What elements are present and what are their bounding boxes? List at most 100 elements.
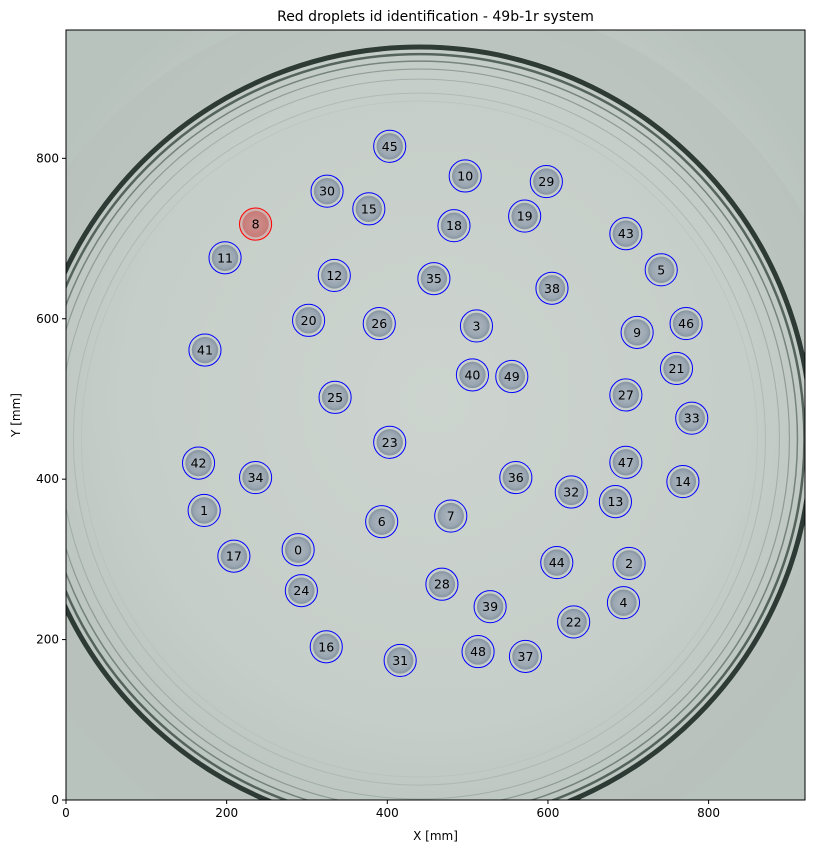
droplet-label: 23 [382, 435, 398, 450]
droplet-body [459, 361, 486, 389]
droplet-marker-circle [609, 445, 643, 479]
droplet-23: 23 [373, 425, 407, 459]
droplet-body [648, 256, 675, 283]
droplet-27: 27 [609, 378, 643, 412]
droplet-label: 34 [248, 470, 264, 485]
droplet-29: 29 [529, 165, 563, 199]
droplet-14: 14 [666, 465, 700, 499]
droplet-7: 7 [434, 499, 468, 533]
droplet-body [185, 449, 212, 477]
droplet-label: 27 [618, 387, 634, 402]
droplet-body [321, 384, 349, 411]
x-tick-label: 200 [215, 806, 238, 820]
droplet-label: 5 [657, 262, 665, 277]
droplet-label: 25 [327, 390, 343, 405]
droplet-marker-circle [292, 303, 326, 337]
droplet-body [672, 310, 700, 337]
droplet-48: 48 [461, 635, 495, 669]
x-axis-label: X [mm] [413, 829, 458, 843]
droplet-body [313, 178, 341, 205]
droplet-marker-circle [362, 306, 396, 341]
droplet-marker-circle [318, 380, 352, 414]
droplet-label: 33 [684, 411, 700, 426]
droplet-marker-circle [495, 359, 529, 394]
droplet-body [560, 608, 587, 636]
droplet-body [623, 319, 651, 346]
droplet-marker-circle [239, 207, 273, 241]
droplet-25: 25 [318, 380, 352, 414]
droplet-marker-circle [181, 446, 216, 480]
droplet-body [663, 355, 690, 382]
droplet-label: 17 [226, 549, 242, 564]
droplet-label: 1 [200, 503, 208, 518]
droplet-label: 45 [382, 139, 398, 154]
droplet-label: 7 [447, 509, 455, 524]
droplet-39: 39 [473, 590, 507, 624]
droplet-body [463, 312, 490, 340]
droplet-body [284, 536, 312, 563]
droplet-marker-circle [417, 262, 451, 296]
y-tick-label: 800 [36, 151, 59, 165]
droplet-marker-circle [239, 460, 273, 495]
droplet-label: 3 [472, 318, 480, 333]
droplet-marker-circle [461, 635, 495, 669]
droplet-body [612, 220, 640, 247]
droplet-17: 17 [217, 539, 251, 573]
droplet-body [538, 275, 566, 302]
dish-rim-ring-5 [66, 78, 780, 800]
droplet-label: 2 [625, 556, 633, 571]
droplet-35: 35 [417, 262, 451, 296]
droplet-label: 35 [426, 271, 442, 286]
droplet-marker-circle [434, 499, 468, 533]
droplet-label: 8 [252, 217, 260, 232]
droplet-marker-circle [540, 546, 574, 580]
droplet-body [678, 405, 705, 432]
droplet-label: 39 [482, 599, 498, 614]
droplet-marker-circle [529, 165, 563, 199]
droplet-marker-circle [609, 378, 643, 412]
droplet-40: 40 [455, 358, 490, 392]
droplet-label: 12 [326, 268, 342, 283]
dish-outer-rim [66, 44, 805, 800]
droplet-body [295, 307, 322, 334]
droplet-18: 18 [437, 209, 471, 243]
droplet-marker-circle [310, 174, 344, 208]
droplet-marker-circle [669, 306, 703, 341]
droplet-body [428, 571, 456, 598]
droplet-31: 31 [383, 643, 417, 678]
droplet-label: 6 [378, 514, 386, 529]
droplet-body [543, 549, 570, 576]
droplet-body [366, 310, 393, 337]
droplet-label: 32 [563, 485, 579, 500]
droplet-label: 18 [446, 218, 462, 233]
dish-rim-ring-4 [66, 68, 790, 800]
droplet-label: 48 [470, 644, 486, 659]
petri-dish [66, 30, 805, 800]
droplet-body [612, 449, 640, 476]
droplet-49: 49 [495, 359, 529, 394]
droplet-1: 1 [187, 493, 221, 528]
droplet-marker-circle [499, 460, 533, 495]
droplet-30: 30 [310, 174, 344, 208]
droplet-16: 16 [309, 630, 343, 664]
droplet-marker-circle [598, 485, 632, 519]
droplet-label: 41 [197, 343, 213, 358]
droplet-19: 19 [508, 199, 542, 233]
y-tick-label: 200 [36, 633, 59, 647]
droplet-marker-circle [535, 271, 569, 305]
droplet-label: 46 [678, 316, 694, 331]
droplet-marker-circle [675, 401, 709, 435]
droplet-marker-circle [208, 241, 242, 275]
droplet-label: 36 [508, 470, 524, 485]
droplet-2: 2 [612, 546, 646, 580]
droplet-marker-circle [666, 465, 700, 499]
droplet-43: 43 [609, 217, 643, 251]
droplet-3: 3 [459, 309, 494, 343]
droplet-body [464, 638, 492, 665]
droplet-label: 4 [619, 595, 627, 610]
droplet-marker-circle [373, 129, 407, 163]
droplet-32: 32 [554, 475, 588, 509]
droplet-body [211, 244, 239, 271]
droplet-marker-circle [317, 258, 351, 293]
